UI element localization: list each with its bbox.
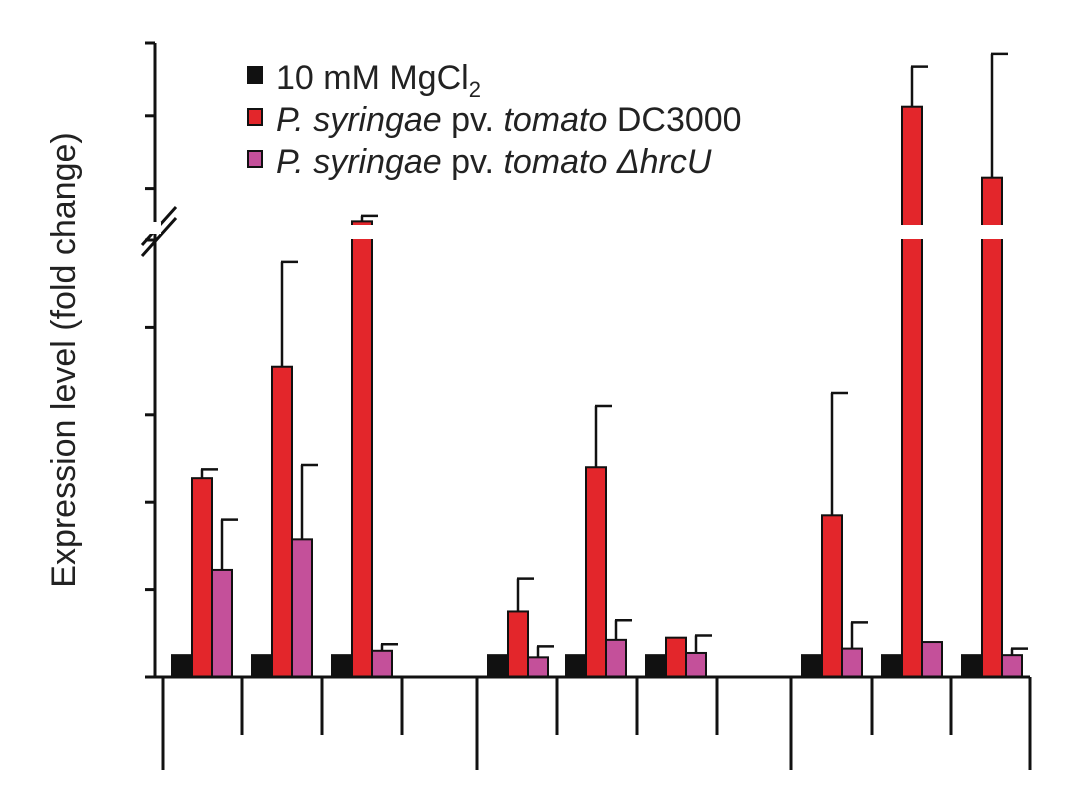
bar (961, 654, 983, 679)
legend-text-part: 2 (469, 77, 481, 102)
legend-text-part: tomato (503, 143, 607, 181)
legend-entry: 10 mM MgCl2 (276, 59, 481, 102)
bar-break-gap (351, 225, 373, 239)
bar (507, 610, 529, 679)
bar (921, 641, 943, 678)
legend-text-part: P. syringae (276, 143, 442, 181)
legend-entry: P. syringae pv. tomato ΔhrcU (276, 143, 712, 181)
axis-break-mark (140, 216, 178, 258)
bar (665, 636, 687, 678)
bar-break-gap (981, 225, 1003, 239)
legend-text-part: 10 mM MgCl (276, 59, 469, 97)
x-axis (155, 675, 1032, 770)
bar (821, 514, 843, 678)
bar (981, 176, 1003, 678)
bar (371, 649, 393, 679)
legend-text-part: P. syringae (276, 101, 442, 139)
bar (351, 220, 373, 679)
bar (1001, 654, 1023, 679)
axes (140, 41, 178, 679)
bar (605, 638, 627, 678)
bar (881, 654, 903, 679)
bar (211, 568, 233, 678)
legend-swatch (247, 66, 263, 84)
bar (801, 654, 823, 679)
bar (331, 654, 353, 679)
legend-text-part: tomato (503, 101, 607, 139)
bar (901, 105, 923, 678)
legend-entry: P. syringae pv. tomato DC3000 (276, 101, 742, 139)
bars (171, 52, 1028, 679)
legend-text-part: DC3000 (607, 101, 741, 139)
bar (487, 654, 509, 679)
legend-text-part: ΔhrcU (607, 143, 711, 181)
bar (291, 538, 313, 678)
bar-break-gap (901, 225, 923, 239)
bar (251, 654, 273, 679)
legend-swatch (247, 150, 263, 168)
bar (191, 477, 213, 679)
bar (685, 651, 707, 679)
axis-break-gap (147, 222, 161, 234)
bar (171, 654, 193, 679)
bar (645, 654, 667, 679)
bar (585, 466, 607, 678)
legend-swatch (247, 108, 263, 126)
legend-text-part: pv. (442, 101, 504, 139)
bar (565, 654, 587, 679)
bar (271, 365, 293, 678)
bar (527, 656, 549, 679)
legend-text-part: pv. (442, 143, 504, 181)
y-axis-label: Expression level (fold change) (45, 132, 83, 587)
bar (841, 647, 863, 678)
